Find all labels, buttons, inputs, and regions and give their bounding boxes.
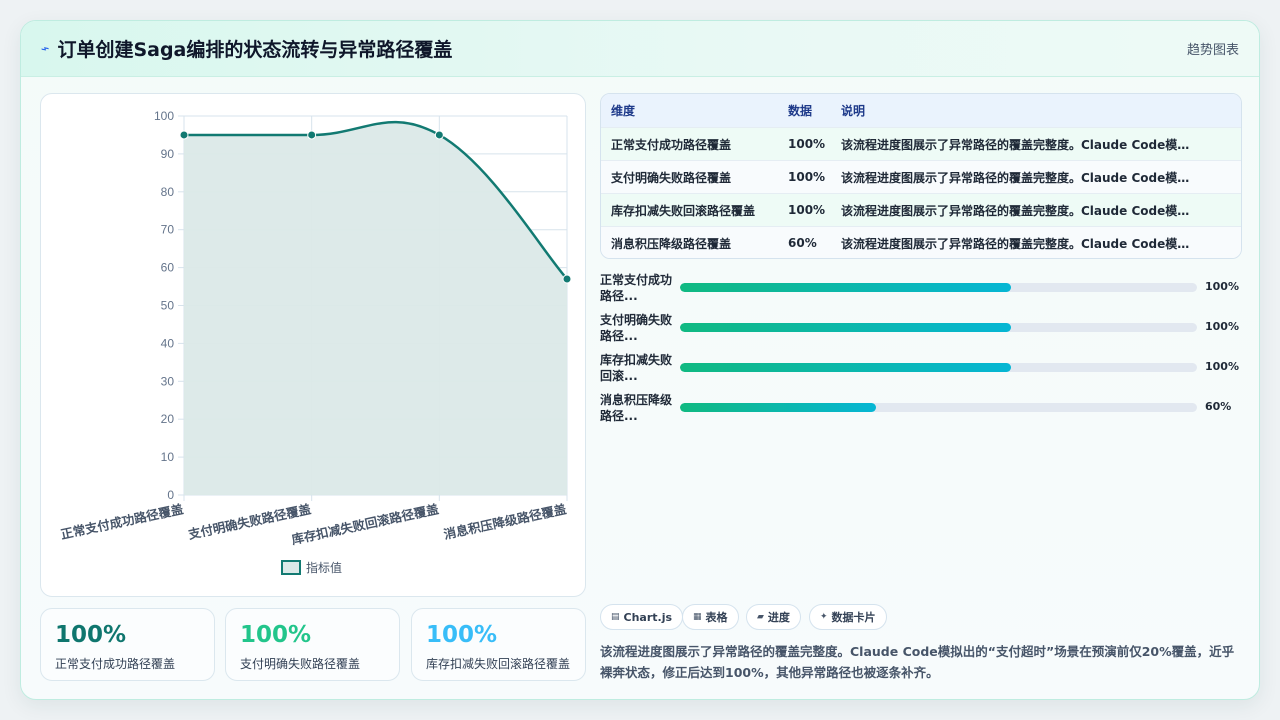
progress-value: 60% xyxy=(1205,400,1232,413)
pill-label: 表格 xyxy=(705,611,728,624)
y-tick-label: 100 xyxy=(154,109,174,123)
table-cell: 正常支付成功路径覆盖 xyxy=(611,137,732,152)
table-cell: 该流程进度图展示了异常路径的覆盖完整度。Claude Code模拟出... xyxy=(841,236,1215,251)
y-tick-label: 30 xyxy=(161,374,175,388)
progress-fill xyxy=(680,323,1011,332)
stat-card: 100% 库存扣减失败回滚路径覆盖 xyxy=(411,608,586,681)
progress-label: 消息积压降级路径... xyxy=(600,393,673,423)
progress-fill xyxy=(680,283,1011,292)
page-title: 订单创建Saga编排的状态流转与异常路径覆盖 xyxy=(57,39,453,61)
data-point xyxy=(434,130,444,140)
lightning-icon: ⌁ xyxy=(38,39,52,58)
legend-label: 指标值 xyxy=(306,560,342,575)
data-point xyxy=(307,130,317,140)
progress-row: 支付明确失败路径... 100% xyxy=(600,312,1242,346)
progress-track xyxy=(680,403,1197,412)
x-tick-label: 消息积压降级路径覆盖 xyxy=(442,501,568,542)
x-tick-label: 库存扣减失败回滚路径覆盖 xyxy=(290,501,440,547)
header-tag[interactable]: 趋势图表 xyxy=(1186,43,1239,58)
table-icon: ▦ xyxy=(693,612,702,622)
pill-label: 进度 xyxy=(767,611,790,624)
table-cell: 支付明确失败路径覆盖 xyxy=(611,170,732,185)
y-tick-label: 70 xyxy=(161,223,175,237)
stat-label: 支付明确失败路径覆盖 xyxy=(240,657,361,671)
y-tick-label: 80 xyxy=(161,185,175,199)
progress-track xyxy=(680,283,1197,292)
column-header: 维度 xyxy=(611,104,636,118)
stat-value: 100% xyxy=(240,622,312,648)
stat-value: 100% xyxy=(55,622,127,648)
y-tick-label: 0 xyxy=(167,488,174,502)
chart-panel: 0 10 20 30 40 50 60 70 80 90 100 正常支付成功路径覆盖 支付明确失败路径… xyxy=(40,93,586,597)
table-row: 库存扣减失败回滚路径覆盖 100% 该流程进度图展示了异常路径的覆盖完整度。Cl… xyxy=(601,193,1241,226)
stat-value: 100% xyxy=(426,622,498,648)
y-tick-label: 10 xyxy=(161,450,175,464)
table-row: 消息积压降级路径覆盖 60% 该流程进度图展示了异常路径的覆盖完整度。Claud… xyxy=(601,226,1241,258)
table-cell: 100% xyxy=(788,170,826,184)
table-row: 支付明确失败路径覆盖 100% 该流程进度图展示了异常路径的覆盖完整度。Clau… xyxy=(601,160,1241,193)
pill-label: Chart.js xyxy=(623,610,673,624)
progress-label: 正常支付成功路径... xyxy=(600,273,673,303)
x-tick-label: 正常支付成功路径覆盖 xyxy=(59,501,185,542)
pill-table[interactable]: ▦ 表格 xyxy=(682,604,739,630)
table-row: 正常支付成功路径覆盖 100% 该流程进度图展示了异常路径的覆盖完整度。Clau… xyxy=(601,127,1241,160)
progress-label: 库存扣减失败回滚... xyxy=(600,353,673,383)
pill-data-card[interactable]: ✦ 数据卡片 xyxy=(809,604,887,630)
progress-row: 消息积压降级路径... 60% xyxy=(600,392,1242,426)
progress-track xyxy=(680,363,1197,372)
legend-swatch xyxy=(281,560,301,575)
table-cell: 该流程进度图展示了异常路径的覆盖完整度。Claude Code模拟出... xyxy=(841,203,1215,218)
progress-row: 正常支付成功路径... 100% xyxy=(600,272,1242,306)
progress-label: 支付明确失败路径... xyxy=(600,313,673,343)
chart-icon: ▤ xyxy=(611,612,620,622)
area-fill xyxy=(184,122,567,495)
table-cell: 100% xyxy=(788,137,826,151)
description: 该流程进度图展示了异常路径的覆盖完整度。Claude Code模拟出的“支付超时… xyxy=(600,644,1235,680)
pill-label: 数据卡片 xyxy=(831,611,876,624)
stat-card: 100% 正常支付成功路径覆盖 xyxy=(40,608,215,681)
data-table: 维度 数据 说明 正常支付成功路径覆盖 100% 该流程进度图展示了异常路径的覆… xyxy=(600,93,1242,259)
table-header-row: 维度 数据 说明 xyxy=(601,94,1241,127)
sparkle-icon: ✦ xyxy=(820,612,828,622)
progress-fill xyxy=(680,403,877,412)
y-tick-label: 90 xyxy=(161,147,175,161)
table-cell: 60% xyxy=(788,236,817,250)
data-point xyxy=(179,130,189,140)
column-header: 数据 xyxy=(788,104,813,118)
table-cell: 消息积压降级路径覆盖 xyxy=(611,236,732,251)
y-tick-label: 20 xyxy=(161,412,175,426)
stat-label: 正常支付成功路径覆盖 xyxy=(55,657,176,671)
dashboard-card: ⌁ 订单创建Saga编排的状态流转与异常路径覆盖 趋势图表 0 10 20 30 40 5… xyxy=(20,20,1260,700)
stat-label: 库存扣减失败回滚路径覆盖 xyxy=(426,657,571,671)
header: ⌁ 订单创建Saga编排的状态流转与异常路径覆盖 趋势图表 xyxy=(21,21,1259,77)
progress-row: 库存扣减失败回滚... 100% xyxy=(600,352,1242,386)
table-cell: 该流程进度图展示了异常路径的覆盖完整度。Claude Code模拟出... xyxy=(841,137,1215,152)
progress-fill xyxy=(680,363,1011,372)
stat-card: 100% 支付明确失败路径覆盖 xyxy=(225,608,400,681)
column-header: 说明 xyxy=(841,104,866,118)
progress-value: 100% xyxy=(1205,360,1239,373)
pill-chartjs[interactable]: ▤ Chart.js xyxy=(600,604,684,630)
data-point xyxy=(562,274,572,284)
y-tick-label: 60 xyxy=(161,261,175,275)
progress-value: 100% xyxy=(1205,280,1239,293)
pill-progress[interactable]: ▰ 进度 xyxy=(746,604,801,630)
progress-value: 100% xyxy=(1205,320,1239,333)
progress-track xyxy=(680,323,1197,332)
table-cell: 100% xyxy=(788,203,826,217)
series-line xyxy=(184,120,568,280)
y-tick-label: 40 xyxy=(161,336,175,350)
table-cell: 库存扣减失败回滚路径覆盖 xyxy=(611,203,756,218)
progress-icon: ▰ xyxy=(757,612,764,622)
y-tick-label: 50 xyxy=(161,299,175,313)
table-cell: 该流程进度图展示了异常路径的覆盖完整度。Claude Code模拟出... xyxy=(841,170,1215,185)
